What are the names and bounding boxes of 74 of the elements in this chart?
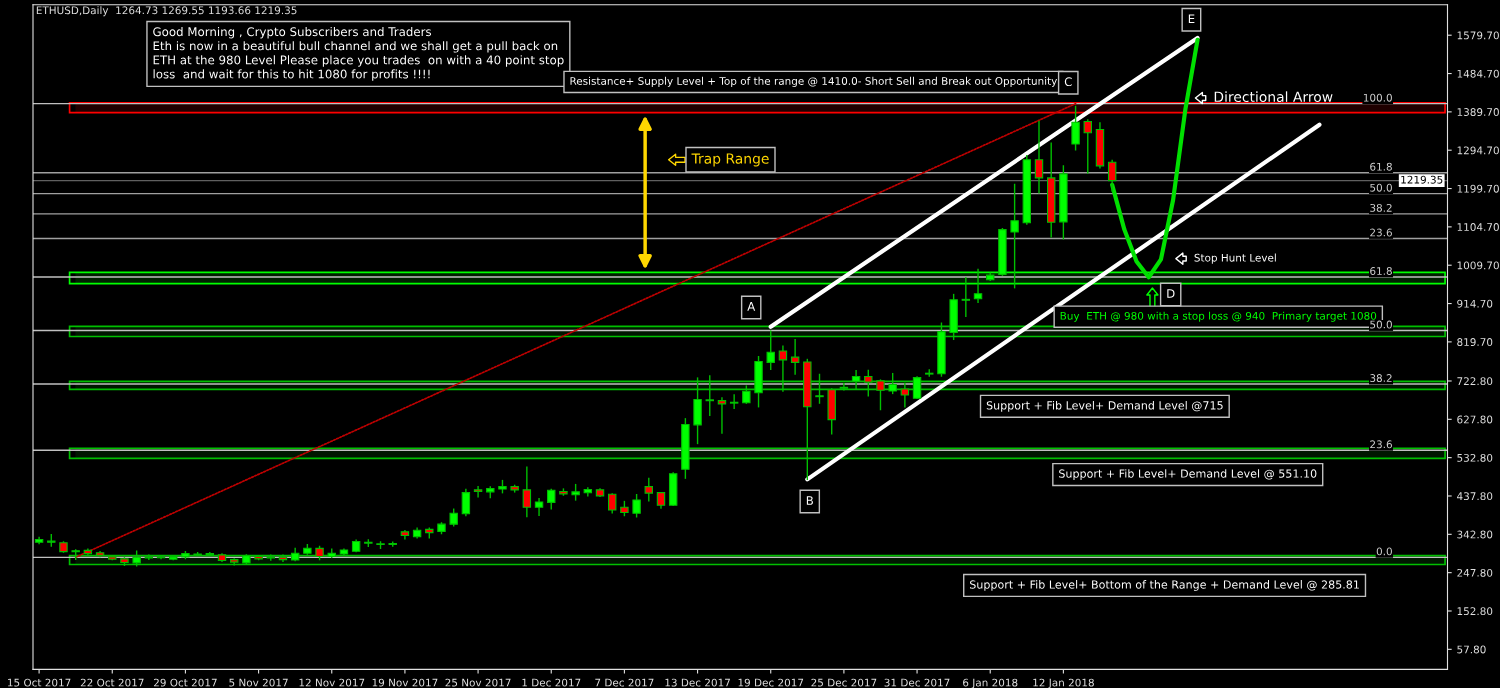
x-tick-label: 1 Dec 2017 <box>522 678 581 687</box>
candlestick <box>1107 159 1117 192</box>
annotation: 23.6 <box>1370 440 1392 449</box>
annotation: 61.8 <box>1370 267 1392 275</box>
annotation: 0.0 <box>1376 547 1392 556</box>
x-tick-label: 6 Jan 2018 <box>963 678 1018 688</box>
y-tick-label: 819.70 <box>1457 338 1493 346</box>
annotation: 38.2 <box>1370 203 1392 212</box>
y-tick-label: 722.80 <box>1457 377 1493 386</box>
y-tick-label: 1009.70 <box>1457 261 1499 270</box>
annotation: D <box>1167 289 1175 298</box>
x-tick-label: 12 Nov 2017 <box>299 678 365 687</box>
annotation: Good Morning , Crypto Subscribers and Traders Eth is now in a beautiful bull channel and we shall get a pull back on ETH at the 980 Level Please place you trades on with a 40 point stop loss and wait for this to hit 1080 for profits !!!! <box>153 27 564 81</box>
x-tick-label: 13 Dec 2017 <box>665 678 730 687</box>
annotation: Support + Fib Level+ Demand Level @ 551.10 <box>1059 469 1317 480</box>
candlestick <box>583 487 593 497</box>
annotation: 50.0 <box>1370 320 1392 329</box>
candlestick <box>473 485 483 498</box>
annotation: 38.2 <box>1370 374 1392 382</box>
annotation: 23.6 <box>1370 228 1392 237</box>
candlestick <box>1071 105 1080 151</box>
y-tick-label: 247.80 <box>1457 568 1493 577</box>
y-tick-label: 1294.70 <box>1457 146 1499 155</box>
candlestick <box>632 494 641 518</box>
x-tick-label: 12 Jan 2018 <box>1033 678 1094 688</box>
candlestick <box>790 339 800 375</box>
candlestick <box>644 477 654 502</box>
candlestick <box>534 498 544 516</box>
candlestick <box>1083 119 1092 174</box>
annotation: 50.0 <box>1370 183 1392 192</box>
candlestick <box>522 466 532 518</box>
x-tick-label: 25 Nov 2017 <box>445 678 511 687</box>
annotation: Directional Arrow <box>1214 91 1333 103</box>
x-tick-label: 19 Nov 2017 <box>372 678 438 687</box>
x-tick-label: 7 Dec 2017 <box>595 678 654 687</box>
annotation: Support + Fib Level+ Bottom of the Range + Demand Level @ 285.81 <box>970 580 1359 591</box>
candlestick <box>729 394 739 410</box>
y-tick-label: 914.70 <box>1457 299 1493 308</box>
y-tick-label: 342.80 <box>1457 530 1493 539</box>
candlestick <box>608 493 617 514</box>
annotation: Resistance+ Supply Level + Top of the range @ 1410.0- Short Sell and Break out Opportunity <box>570 76 1058 87</box>
y-tick-label: 437.80 <box>1457 492 1493 501</box>
y-tick-label: 532.80 <box>1457 453 1493 462</box>
x-tick-label: 29 Oct 2017 <box>153 678 217 687</box>
y-tick-label: 1104.70 <box>1457 223 1499 231</box>
x-tick-label: 5 Nov 2017 <box>229 678 288 687</box>
annotation: B <box>806 496 813 505</box>
x-tick-label: 19 Dec 2017 <box>738 678 804 687</box>
y-tick-label: 1484.70 <box>1457 69 1499 78</box>
annotation: 100.0 <box>1363 93 1392 102</box>
annotation: E <box>1188 14 1195 23</box>
candlestick <box>717 397 727 434</box>
chart-title: ETHUSD,Daily 1264.73 1269.55 1193.66 1219.35 <box>36 6 297 17</box>
annotation: Trap Range <box>691 153 769 167</box>
y-tick-label: 57.80 <box>1457 645 1486 654</box>
y-tick-label: 152.80 <box>1457 607 1493 616</box>
y-tick-label: 1389.70 <box>1457 108 1499 116</box>
candlestick <box>547 488 556 510</box>
y-tick-label: 1199.70 <box>1457 184 1499 193</box>
annotation: A <box>747 302 756 311</box>
annotation: Support + Fib Level+ Demand Level @715 <box>986 400 1223 412</box>
candlestick <box>461 488 471 517</box>
x-tick-label: 15 Oct 2017 <box>8 678 71 687</box>
annotation: Buy ETH @ 980 with a stop loss @ 940 Primary target 1080 <box>1060 311 1377 322</box>
candlestick <box>1034 120 1044 194</box>
x-tick-label: 25 Dec 2017 <box>811 678 877 687</box>
y-tick-label: 1579.70 <box>1457 31 1499 40</box>
x-tick-label: 22 Oct 2017 <box>80 678 144 687</box>
y-tick-label: 627.80 <box>1457 415 1493 424</box>
annotation: Stop Hunt Level <box>1194 253 1276 264</box>
x-tick-label: 31 Dec 2017 <box>884 678 950 687</box>
annotation: 61.8 <box>1370 162 1392 171</box>
annotation: C <box>1064 77 1072 87</box>
ref-line-label: 1219.35 <box>1401 175 1443 184</box>
